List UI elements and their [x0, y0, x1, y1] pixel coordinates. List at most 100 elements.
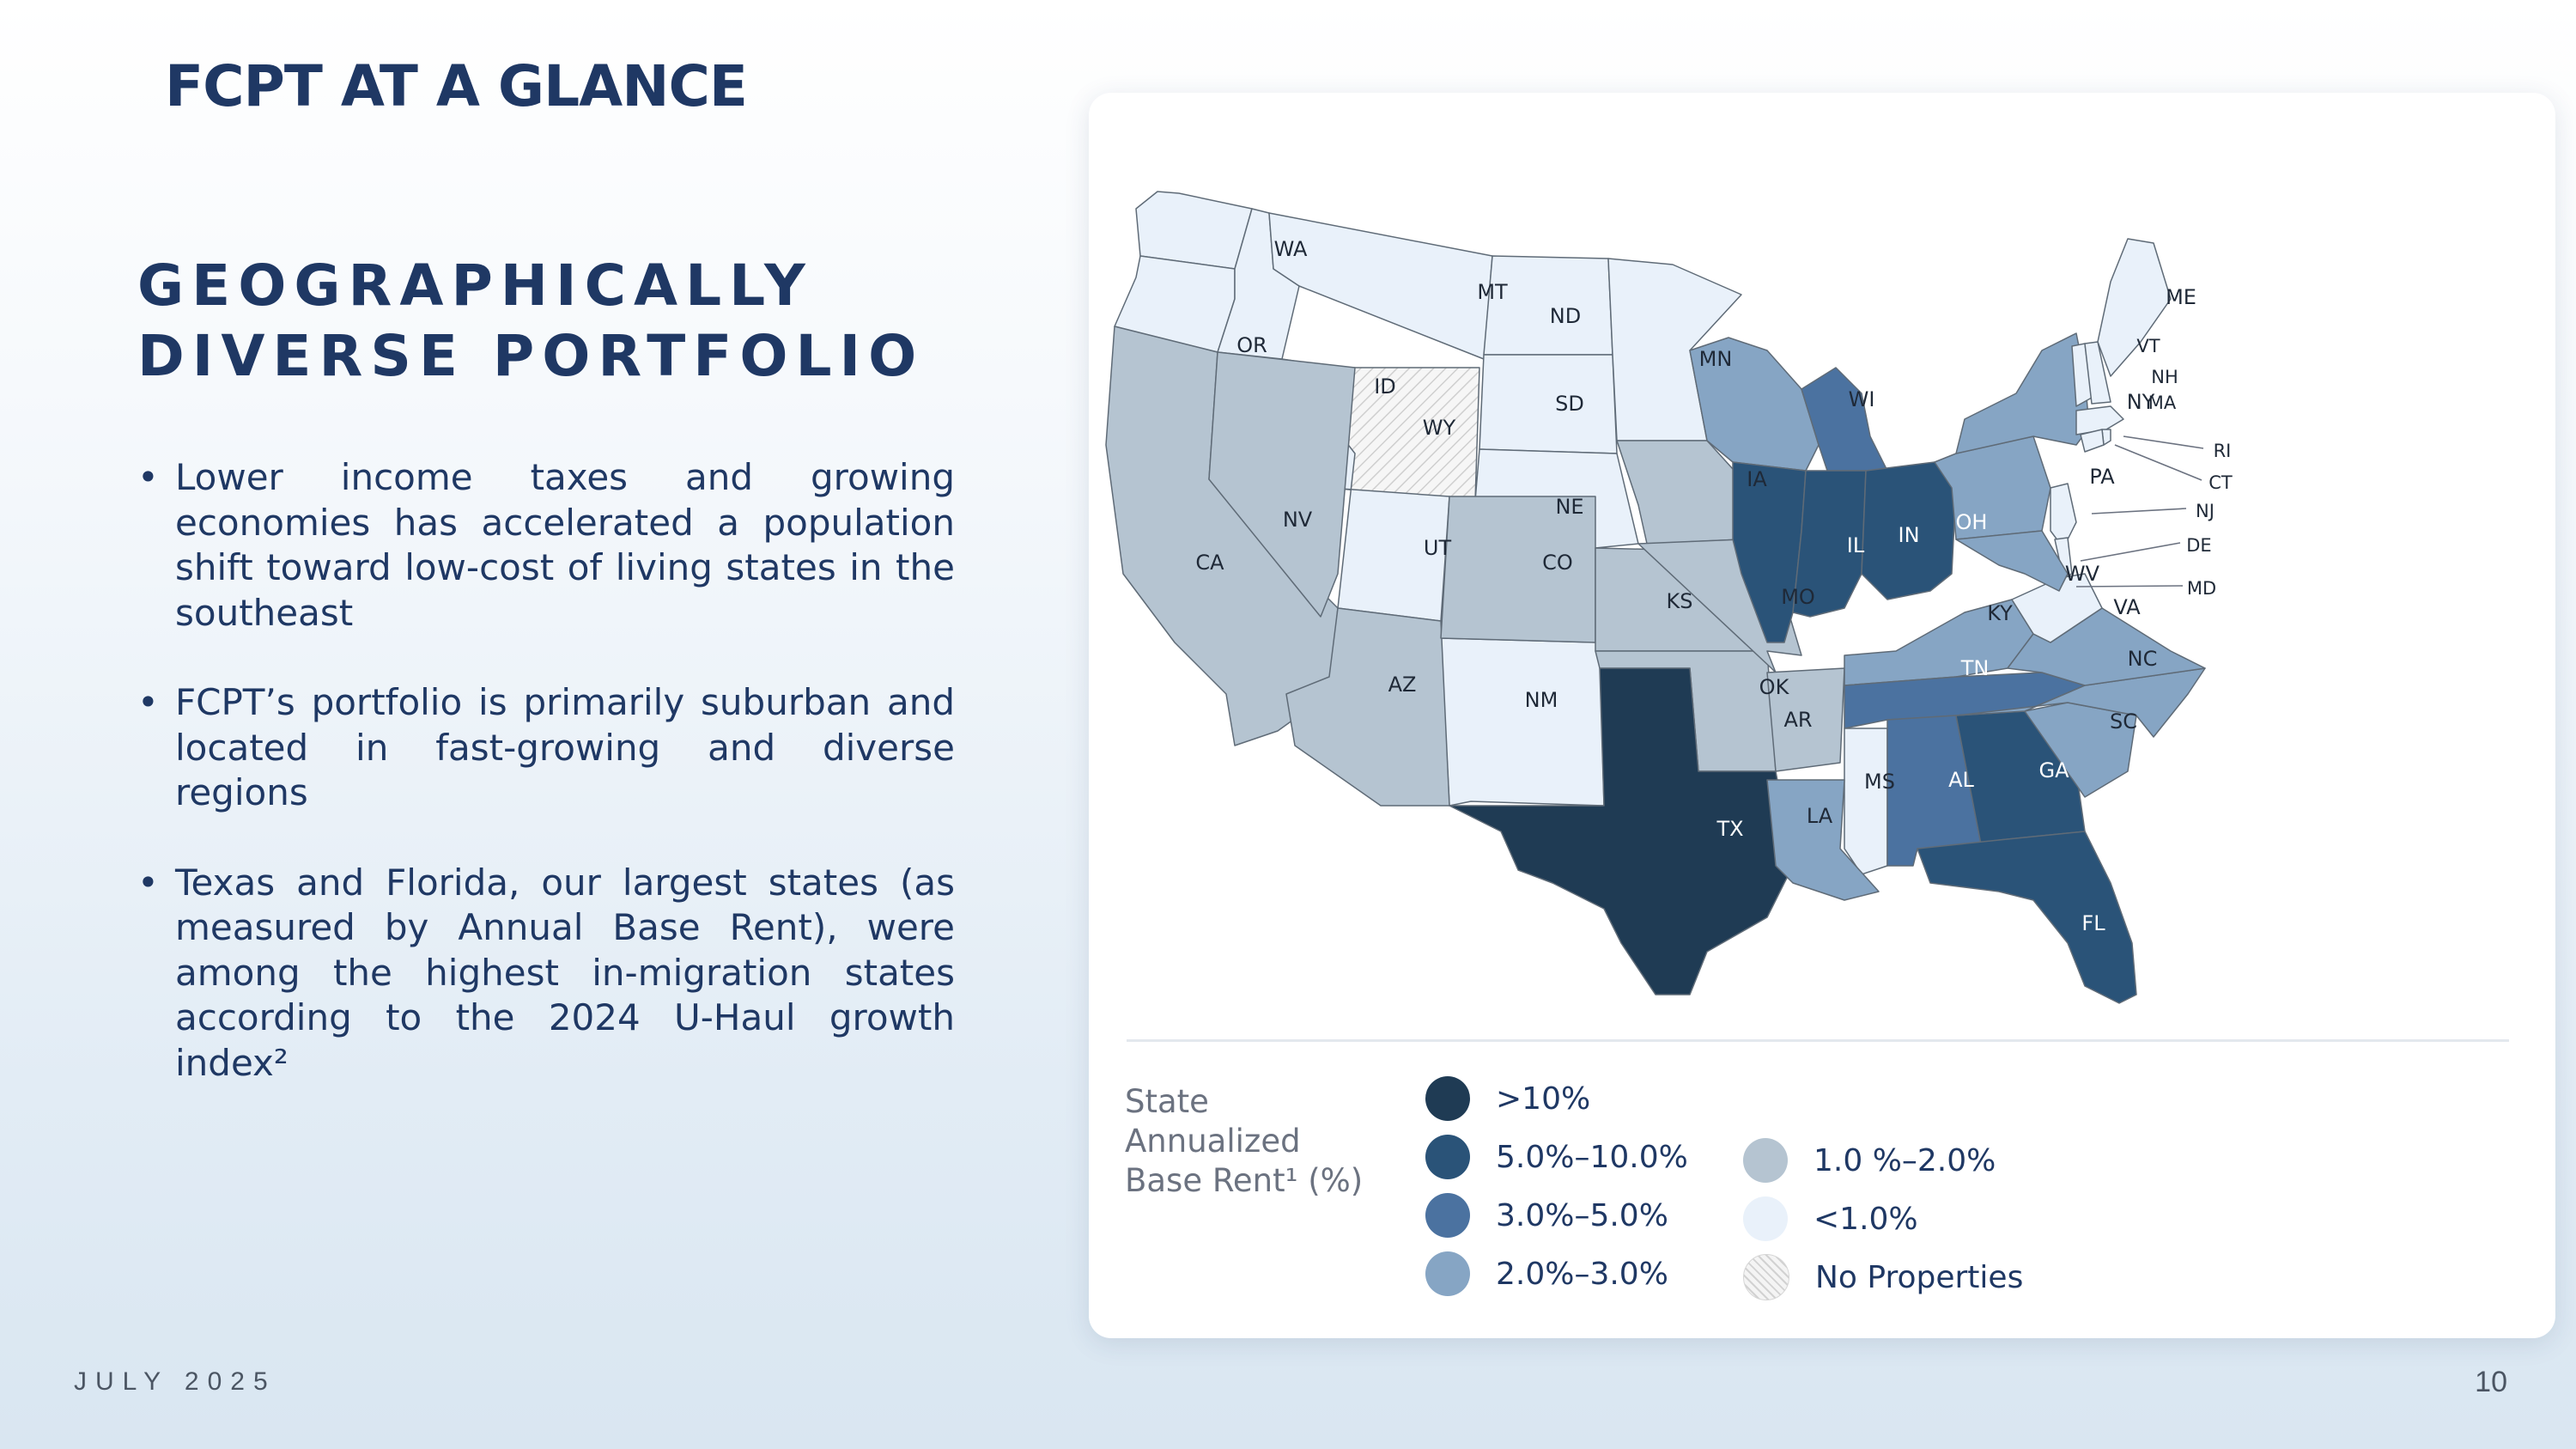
- state-label-co: CO: [1542, 551, 1573, 575]
- state-label-md: MD: [2187, 578, 2216, 599]
- bullet-item: • FCPT’s portfolio is primarily suburban …: [129, 680, 955, 816]
- legend-swatch: [1425, 1193, 1470, 1238]
- state-label-ut: UT: [1424, 536, 1452, 560]
- section-title-line1: GEOGRAPHICALLY: [137, 253, 813, 319]
- section-title-line2: DIVERSE PORTFOLIO: [137, 323, 925, 389]
- state-label-in: IN: [1898, 523, 1919, 547]
- bullet-item: • Lower income taxes and growing economie…: [129, 455, 955, 636]
- state-label-nm: NM: [1525, 688, 1558, 712]
- state-nh: [2084, 341, 2111, 405]
- legend-label: 5.0%–10.0%: [1496, 1139, 1688, 1175]
- us-map: WA OR ID MT ND SD MN WY NE UT NM CA NV AZ CO KS OK IA MO AR…: [1105, 191, 2233, 1004]
- state-me: [2097, 238, 2172, 377]
- state-fl: [1917, 831, 2137, 1004]
- legend-swatch-hatched: [1743, 1254, 1789, 1300]
- bullet-list: • Lower income taxes and growing economie…: [129, 455, 955, 1130]
- legend-swatch: [1425, 1135, 1470, 1179]
- legend-label: 2.0%–3.0%: [1496, 1256, 1668, 1292]
- state-nj: [2050, 483, 2077, 549]
- state-label-tn: TN: [1960, 656, 1990, 680]
- state-label-az: AZ: [1388, 673, 1417, 697]
- state-la: [1766, 779, 1880, 901]
- state-ct: [2080, 429, 2105, 453]
- state-mt: [1268, 212, 1493, 360]
- legend-swatch: [1743, 1196, 1788, 1241]
- state-label-nv: NV: [1283, 508, 1313, 532]
- bullet-item: • Texas and Florida, our largest states (…: [129, 861, 955, 1087]
- state-label-id: ID: [1374, 374, 1396, 399]
- legend-title: State Annualized Base Rent¹ (%): [1125, 1083, 1364, 1199]
- state-label-tx: TX: [1716, 817, 1743, 841]
- leader-line-nj: [2091, 508, 2187, 514]
- legend-label: No Properties: [1815, 1259, 2024, 1295]
- map-card: WA OR ID MT ND SD MN WY NE UT NM CA NV AZ CO KS OK IA MO AR…: [1089, 93, 2555, 1338]
- legend-swatch: [1743, 1138, 1788, 1183]
- leader-line-md: [2075, 585, 2184, 588]
- legend-label: >10%: [1496, 1081, 1591, 1117]
- state-label-or: OR: [1236, 333, 1267, 357]
- header-title: FCPT AT A GLANCE: [165, 53, 748, 119]
- bullet-text: Texas and Florida, our largest states (a…: [175, 861, 955, 1084]
- state-nv: [1208, 351, 1356, 618]
- legend-item-1-2: 1.0 %–2.0%: [1743, 1136, 1996, 1184]
- state-label-al: AL: [1948, 768, 1974, 792]
- footer-date: JULY 2025: [74, 1367, 276, 1396]
- state-label-ga: GA: [2038, 758, 2069, 782]
- bullet-dot-icon: •: [137, 861, 159, 904]
- state-label-wa: WA: [1274, 237, 1308, 261]
- legend-divider: [1127, 1039, 2509, 1042]
- state-label-nc: NC: [2128, 647, 2158, 671]
- state-label-wy: WY: [1423, 416, 1456, 440]
- state-label-wv: WV: [2065, 562, 2100, 586]
- state-label-oh: OH: [1956, 510, 1988, 534]
- legend-swatch: [1425, 1076, 1470, 1121]
- bullet-text: FCPT’s portfolio is primarily suburban a…: [175, 681, 955, 813]
- state-label-nd: ND: [1550, 304, 1581, 328]
- legend-label: 3.0%–5.0%: [1496, 1197, 1668, 1233]
- state-tx: [1449, 667, 1794, 995]
- state-az: [1285, 607, 1450, 807]
- state-label-ma: MA: [2148, 393, 2177, 413]
- state-label-sc: SC: [2110, 709, 2137, 734]
- legend-swatch: [1425, 1251, 1470, 1296]
- state-label-wi: WI: [1849, 387, 1875, 411]
- state-label-nj: NJ: [2196, 501, 2215, 521]
- state-label-va: VA: [2113, 595, 2141, 619]
- legend-item-gt10: >10%: [1425, 1075, 1590, 1123]
- legend-label: 1.0 %–2.0%: [1814, 1142, 1996, 1178]
- state-label-nh: NH: [2151, 367, 2178, 387]
- state-label-ct: CT: [2208, 472, 2233, 493]
- state-label-mt: MT: [1477, 280, 1508, 304]
- state-ms: [1844, 728, 1888, 875]
- state-label-pa: PA: [2089, 465, 2115, 489]
- state-label-ne: NE: [1555, 495, 1583, 519]
- state-label-ms: MS: [1864, 770, 1895, 794]
- state-nm: [1440, 637, 1605, 807]
- state-label-ri: RI: [2214, 441, 2232, 461]
- state-label-ca: CA: [1195, 551, 1224, 575]
- state-label-ia: IA: [1747, 467, 1767, 491]
- bullet-dot-icon: •: [137, 456, 159, 498]
- state-label-la: LA: [1807, 804, 1833, 828]
- state-label-ky: KY: [1987, 601, 2013, 625]
- state-label-ok: OK: [1759, 675, 1790, 699]
- legend-label: <1.0%: [1814, 1201, 1918, 1237]
- state-md: [1955, 530, 2069, 592]
- state-label-ar: AR: [1783, 708, 1812, 732]
- legend-item-5-10: 5.0%–10.0%: [1425, 1133, 1688, 1181]
- state-label-de: DE: [2186, 535, 2211, 556]
- legend-item-lt1: <1.0%: [1743, 1195, 1918, 1243]
- section-title: GEOGRAPHICALLY DIVERSE PORTFOLIO: [137, 251, 1039, 392]
- state-sd: [1479, 354, 1618, 454]
- legend-item-2-3: 2.0%–3.0%: [1425, 1250, 1668, 1298]
- state-nd: [1483, 255, 1613, 356]
- state-label-il: IL: [1847, 533, 1865, 557]
- bullet-text: Lower income taxes and growing economies…: [175, 456, 955, 634]
- bullet-dot-icon: •: [137, 681, 159, 723]
- state-nc: [1955, 667, 2206, 738]
- leader-line-ct: [2114, 444, 2202, 481]
- page-number: 10: [2475, 1366, 2507, 1398]
- state-mi: [1801, 367, 1888, 472]
- leader-line-de: [2080, 542, 2181, 562]
- state-label-fl: FL: [2081, 911, 2105, 935]
